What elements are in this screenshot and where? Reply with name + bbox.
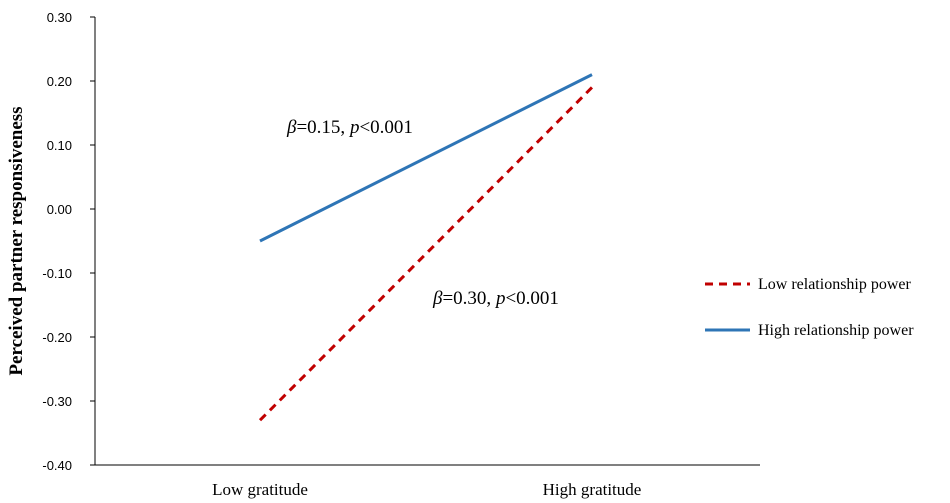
- annotation-low-power: β=0.30, p<0.001: [432, 288, 559, 309]
- y-tick-label: 0.20: [47, 74, 72, 89]
- y-tick-label: -0.20: [42, 330, 72, 345]
- annotation-low-p: p: [494, 288, 506, 309]
- annotation-high-beta: β: [286, 117, 297, 138]
- y-axis-label: Perceived partner responsiveness: [6, 106, 27, 375]
- legend-label-high-relationship-power: High relationship power: [758, 322, 914, 339]
- annotation-low-beta: β: [432, 288, 443, 309]
- annotation-low-ptext: <0.001: [505, 288, 558, 309]
- y-tick-label: 0.30: [47, 10, 72, 25]
- y-tick-label: 0.10: [47, 138, 72, 153]
- y-tick-label: -0.40: [42, 458, 72, 473]
- y-ticks: 0.30 0.20 0.10 0.00 -0.10 -0.20 -0.30 -0.40: [42, 10, 95, 473]
- x-tick-label-low-gratitude: Low gratitude: [212, 480, 308, 499]
- series-line-high-relationship-power: [259, 73, 593, 243]
- annotation-high-power: β=0.15, p<0.001: [286, 117, 413, 138]
- y-tick-label: 0.00: [47, 202, 72, 217]
- y-tick-label: -0.10: [42, 266, 72, 281]
- legend-label-low-relationship-power: Low relationship power: [758, 276, 912, 293]
- annotation-high-p: p: [348, 117, 360, 138]
- x-tick-label-high-gratitude: High gratitude: [543, 480, 642, 499]
- legend: Low relationship power High relationship…: [705, 276, 914, 339]
- y-tick-label: -0.30: [42, 394, 72, 409]
- annotation-high-ptext: <0.001: [359, 117, 412, 138]
- annotation-low-eq: =0.30,: [442, 288, 495, 309]
- annotation-high-eq: =0.15,: [296, 117, 349, 138]
